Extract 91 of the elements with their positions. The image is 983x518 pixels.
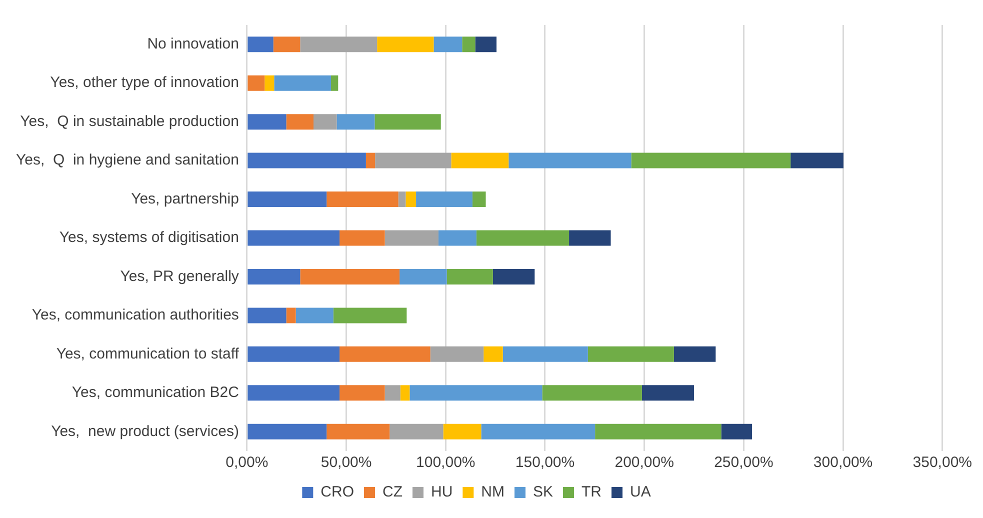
bar — [542, 385, 642, 401]
legend-label: NM — [481, 484, 504, 501]
x-tick-label: 250,00% — [714, 454, 774, 472]
x-tick-label: 100,00% — [416, 454, 476, 472]
bar — [286, 114, 314, 130]
bar — [333, 308, 407, 324]
bar — [462, 36, 476, 52]
bar — [721, 424, 752, 440]
bar — [472, 192, 486, 208]
x-tick-label: 200,00% — [614, 454, 674, 472]
bar — [476, 230, 570, 246]
bar — [264, 75, 274, 91]
bar — [300, 268, 400, 284]
bar — [300, 36, 378, 52]
bar — [631, 152, 791, 168]
bar — [410, 385, 542, 401]
bar — [248, 152, 366, 168]
legend-label: HU — [430, 484, 453, 501]
bar — [296, 308, 334, 324]
bar — [314, 114, 337, 130]
bar — [248, 424, 327, 440]
bar — [336, 114, 375, 130]
bar — [326, 424, 390, 440]
legend-label: SK — [532, 484, 554, 501]
bar — [438, 230, 476, 246]
bar — [286, 308, 296, 324]
bar — [398, 192, 406, 208]
bar — [475, 36, 497, 52]
x-tick-label: 350,00% — [912, 454, 972, 472]
bar — [390, 424, 444, 440]
bar — [248, 36, 274, 52]
bar — [481, 424, 596, 440]
bar — [248, 308, 286, 324]
x-tick-label: 50,00% — [320, 454, 372, 472]
bar — [492, 268, 535, 284]
bar — [248, 114, 286, 130]
bar — [451, 152, 509, 168]
bar — [416, 192, 472, 208]
bar — [508, 152, 632, 168]
y-tick-label: Yes, PR generally — [120, 268, 240, 285]
bar — [330, 75, 338, 91]
bar — [377, 36, 434, 52]
bar — [248, 268, 300, 284]
y-tick-label: Yes, communication to staff — [56, 345, 240, 362]
bar — [569, 230, 611, 246]
x-tick-label: 150,00% — [515, 454, 575, 472]
bar — [273, 36, 300, 52]
bar — [248, 230, 340, 246]
y-tick-label: Yes, new product (services) — [51, 422, 239, 440]
bar — [406, 192, 416, 208]
y-tick-label: Yes, Q in hygiene and sanitation — [16, 152, 239, 169]
bar — [642, 385, 694, 401]
bar — [595, 424, 722, 440]
bar — [274, 75, 331, 91]
bar — [248, 385, 340, 401]
bar — [384, 385, 400, 401]
bar — [340, 385, 385, 401]
bar — [430, 346, 484, 362]
y-tick-label: Yes, systems of digitisation — [59, 229, 239, 246]
bar — [375, 152, 452, 168]
x-tick-label: 300,00% — [813, 454, 873, 472]
bar — [248, 346, 340, 362]
bar — [384, 230, 438, 246]
bar — [248, 192, 327, 208]
y-tick-label: Yes, communication authorities — [32, 306, 239, 324]
bar — [434, 36, 462, 52]
bar — [484, 346, 503, 362]
bar — [340, 230, 385, 246]
bar — [502, 346, 588, 362]
bar — [248, 75, 265, 91]
bar — [446, 268, 493, 284]
legend-label: CRO — [320, 484, 354, 501]
y-tick-label: Yes, communication B2C — [72, 384, 240, 402]
bar — [326, 192, 398, 208]
bar — [374, 114, 441, 130]
legend-label: TR — [582, 484, 602, 501]
y-tick-label: Yes, other type of innovation — [50, 74, 239, 92]
bar — [340, 346, 430, 362]
y-tick-label: Yes, partnership — [131, 190, 239, 208]
bar — [443, 424, 482, 440]
bar — [790, 152, 844, 168]
y-tick-label: No innovation — [147, 36, 239, 53]
bar — [400, 385, 410, 401]
legend-label: UA — [630, 484, 651, 501]
bar — [588, 346, 674, 362]
bar — [400, 268, 447, 284]
bar — [366, 152, 376, 168]
legend-label: CZ — [382, 484, 402, 501]
bar — [674, 346, 716, 362]
y-tick-label: Yes, Q in sustainable production — [20, 112, 239, 130]
x-tick-label: 0,00% — [226, 454, 268, 472]
